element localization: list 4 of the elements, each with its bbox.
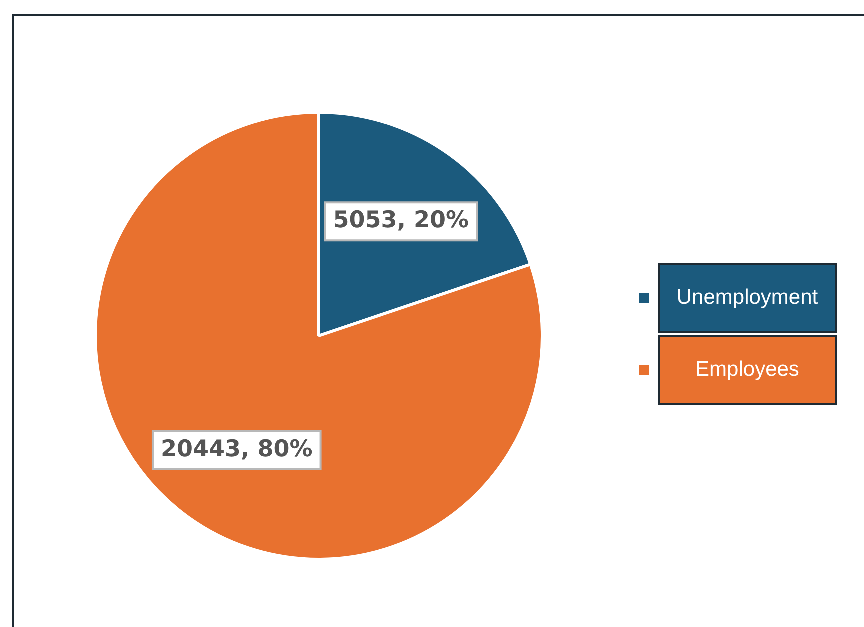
legend-label: Employees	[658, 335, 837, 405]
data-label: 20443, 80%	[160, 436, 313, 462]
legend-label: Unemployment	[658, 263, 837, 333]
data-label: 5053, 20%	[333, 208, 470, 234]
